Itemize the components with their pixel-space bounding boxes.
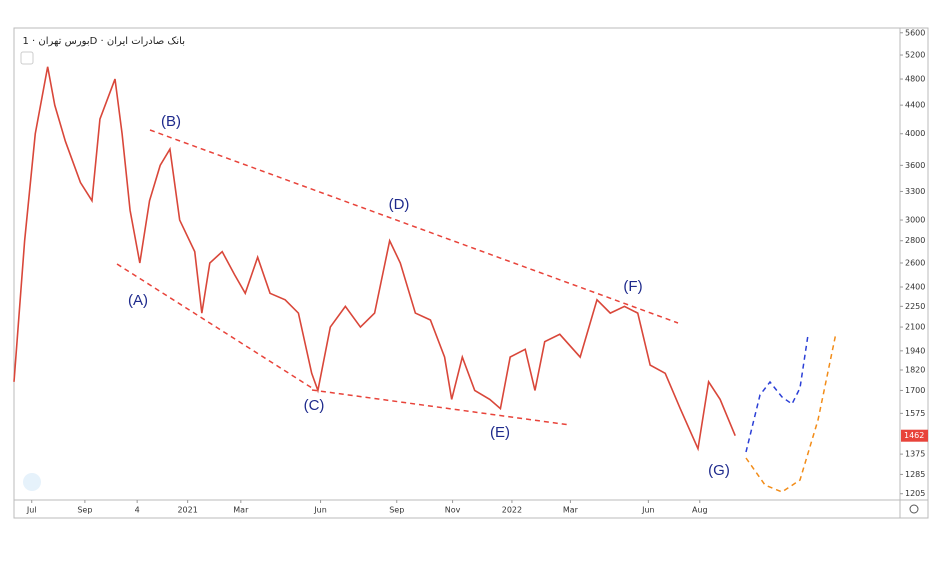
x-tick-label: Mar <box>563 506 579 515</box>
frame <box>13 27 929 519</box>
projection-blue <box>745 334 809 453</box>
y-tick-label: 2800 <box>905 236 925 245</box>
y-tick-label: 2600 <box>905 258 925 267</box>
projection-orange <box>745 332 837 493</box>
collapse-button[interactable] <box>20 51 34 65</box>
y-tick-label: 4400 <box>905 101 925 110</box>
y-tick-label: 1285 <box>905 470 925 479</box>
wave-label: (G) <box>708 462 730 479</box>
x-tick-label: Nov <box>445 506 461 515</box>
lower-trendline-2 <box>311 389 571 426</box>
y-tick-label: 3000 <box>905 216 925 225</box>
x-tick-label: Sep <box>77 506 92 515</box>
y-tick-label: 1820 <box>905 365 925 374</box>
x-tick-label: Jun <box>641 506 655 515</box>
logo <box>23 473 41 491</box>
y-tick-label: 1940 <box>905 346 925 355</box>
upper-trendline <box>149 129 679 324</box>
y-tick-label: 1575 <box>905 409 925 418</box>
y-tick-label: 5600 <box>905 28 925 37</box>
y-tick-label: 3300 <box>905 187 925 196</box>
y-tick-label: 2400 <box>905 282 925 291</box>
wave-label: (D) <box>389 196 410 213</box>
y-tick-label: 3600 <box>905 161 925 170</box>
y-tick-label: 5200 <box>905 51 925 60</box>
settings-icon[interactable] <box>909 504 919 514</box>
last-price-label: 1462 <box>904 431 924 440</box>
x-tick-label: Mar <box>233 506 249 515</box>
wave-label: (C) <box>304 397 325 414</box>
y-tick-label: 2100 <box>905 323 925 332</box>
wave-label: (A) <box>128 292 148 309</box>
x-tick-label: Jun <box>313 506 327 515</box>
y-tick-label: 4000 <box>905 129 925 138</box>
wave-label: (B) <box>161 113 181 130</box>
lower-trendline <box>116 263 313 389</box>
wave-label: (F) <box>623 278 642 295</box>
chart-title: بورس تهران · 1D · بانک صادرات ایران <box>23 36 186 47</box>
last-price-box <box>901 429 928 442</box>
wave-label: (E) <box>490 424 510 441</box>
x-tick-label: Aug <box>692 506 708 515</box>
y-tick-label: 1700 <box>905 386 925 395</box>
y-tick-label: 1375 <box>905 450 925 459</box>
x-tick-label: 2022 <box>502 506 522 515</box>
y-tick-label: 2250 <box>905 302 925 311</box>
drawings <box>116 129 837 493</box>
y-tick-label: 4800 <box>905 75 925 84</box>
x-tick-label: 2021 <box>177 506 197 515</box>
x-tick-label: Jul <box>26 506 37 515</box>
x-tick-label: Sep <box>389 506 404 515</box>
y-tick-label: 1205 <box>905 489 925 498</box>
price-line <box>13 66 736 452</box>
x-tick-label: 4 <box>135 506 140 515</box>
